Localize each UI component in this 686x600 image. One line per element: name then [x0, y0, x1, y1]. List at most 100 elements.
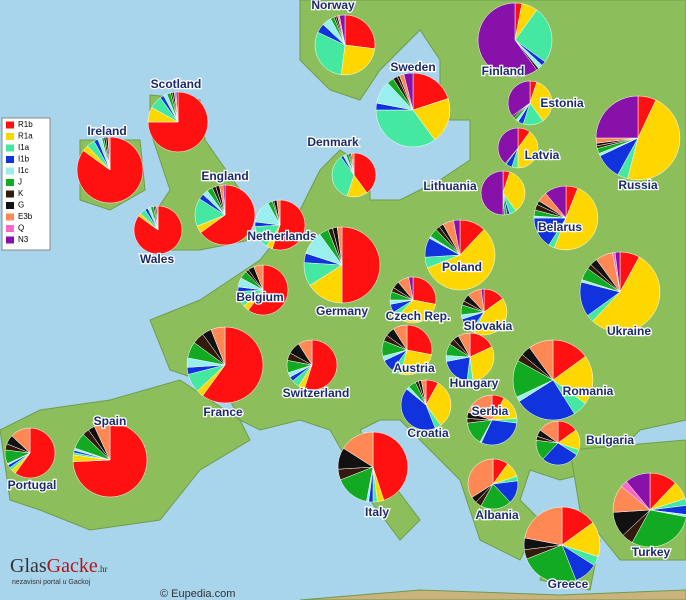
country-label: Czech Rep.	[386, 309, 451, 323]
logo-title: GlasGacke.hr	[10, 555, 108, 577]
country-label: Norway	[311, 0, 355, 12]
pie-slice	[453, 219, 461, 256]
legend: R1b R1a I1a I1b I1c JKG E3b Q N3	[1, 117, 51, 251]
pie-slice	[276, 199, 281, 226]
legend-swatch	[6, 133, 14, 140]
country-label: Ireland	[87, 124, 126, 138]
pie-slice	[340, 44, 376, 76]
pie-slice	[107, 136, 111, 171]
legend-swatch	[6, 179, 14, 186]
pie-slice	[421, 379, 427, 406]
logo-domain: .hr	[98, 564, 108, 574]
pie-slice	[539, 420, 559, 444]
country-label: Serbia	[472, 404, 509, 418]
country-label: Slovakia	[464, 319, 513, 333]
pie-slice	[175, 91, 179, 123]
pie-slice	[545, 185, 567, 219]
legend-swatch	[6, 156, 14, 163]
legend-label: R1a	[18, 132, 33, 141]
country-label: Austria	[393, 361, 435, 375]
pie-slice	[406, 324, 433, 355]
pie-slice	[393, 324, 408, 351]
legend-label: Q	[18, 224, 24, 233]
pie-slice	[396, 299, 436, 324]
legend-swatch	[6, 121, 14, 129]
pie-slice	[626, 472, 651, 511]
pie-slice	[412, 98, 451, 141]
country-label: Belarus	[538, 220, 582, 234]
pie-slice	[341, 226, 381, 304]
legend-label: K	[18, 189, 24, 198]
pie-slice	[403, 72, 414, 111]
country-label: Sweden	[390, 60, 435, 74]
pie-slice	[271, 199, 306, 251]
pie-slice	[502, 171, 526, 212]
pie-slice	[412, 72, 449, 111]
pie-slice	[480, 170, 504, 216]
legend-label: I1a	[18, 143, 30, 152]
pie-slice	[481, 419, 518, 446]
country-label: Spain	[94, 414, 127, 428]
pie-slice	[408, 276, 414, 301]
country-label: Estonia	[540, 96, 584, 110]
pie-slice	[517, 131, 539, 169]
legend-swatch	[6, 144, 14, 152]
pie-slice	[518, 379, 575, 421]
source: © Eupedia.com	[160, 588, 235, 600]
legend-label: I1c	[18, 166, 29, 175]
country-label: Ukraine	[607, 324, 651, 338]
pie-slice	[200, 184, 256, 246]
pie-slice	[372, 431, 409, 501]
legend-swatch	[6, 190, 14, 198]
legend-label: G	[18, 201, 24, 210]
pie-slice	[480, 288, 485, 313]
country-label: Lithuania	[423, 179, 477, 193]
pie-slice	[526, 544, 577, 584]
country-label: Wales	[140, 252, 175, 266]
country-label: Switzerland	[283, 386, 350, 400]
pie-slice	[156, 205, 159, 231]
pie-slice	[253, 264, 264, 291]
country-label: Netherlands	[247, 229, 317, 243]
pie-slice	[469, 346, 495, 382]
country-label: England	[201, 169, 248, 183]
pie-slice	[542, 442, 577, 466]
pie-slice	[649, 498, 686, 511]
pie-slice	[507, 80, 531, 117]
pie-slice	[412, 276, 437, 305]
pie-slice	[529, 339, 554, 381]
pie-slice	[425, 382, 452, 426]
pie-slice	[11, 427, 31, 454]
pie-slice	[627, 99, 681, 181]
pie-slice	[298, 339, 313, 366]
pie-slice	[524, 506, 563, 546]
pie-slice	[222, 184, 226, 216]
pie-slice	[467, 394, 493, 421]
pie-slice	[202, 326, 264, 404]
legend-label: I1b	[18, 155, 30, 164]
country-label: Italy	[365, 505, 389, 519]
country-label: Russia	[618, 178, 658, 192]
pie-slice	[94, 422, 111, 461]
pie-slice	[350, 152, 355, 176]
legend-label: R1b	[18, 120, 33, 129]
country-label: Turkey	[632, 545, 671, 559]
country-label: Croatia	[407, 426, 449, 440]
pie-slice	[553, 187, 599, 251]
legend-label: J	[18, 178, 22, 187]
legend-swatch	[6, 236, 14, 244]
logo-title-a: Glas	[10, 555, 47, 577]
logo: GlasGacke.hr nezavisni portal u Gackoj	[10, 555, 108, 586]
logo-tagline: nezavisni portal u Gackoj	[12, 579, 91, 586]
pie-slice	[147, 91, 209, 153]
country-label: Scotland	[151, 77, 202, 91]
country-label: France	[203, 405, 243, 419]
pie-slice	[344, 14, 376, 50]
pies: Norway Sweden Finland Scotland Ireland Estoni…	[4, 0, 686, 592]
pie-slice	[514, 9, 553, 63]
country-label: Romania	[563, 384, 614, 398]
pie-slice	[343, 431, 374, 468]
country-label: Portugal	[8, 478, 57, 492]
pie-slice	[467, 458, 494, 498]
